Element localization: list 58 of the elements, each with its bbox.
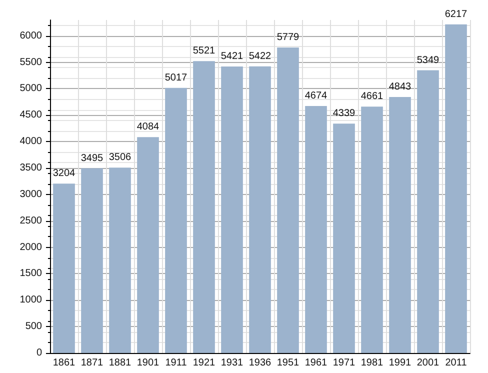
y-tick-label: 3500 xyxy=(20,162,42,174)
x-tick-label: 1901 xyxy=(136,358,160,368)
y-tick-label: 2000 xyxy=(20,242,42,253)
bar xyxy=(333,124,355,353)
data-label: 4843 xyxy=(388,82,412,93)
y-tick-label: 5000 xyxy=(20,83,42,94)
data-label: 3506 xyxy=(108,152,132,164)
x-tick-label: 2001 xyxy=(416,358,440,368)
bar xyxy=(249,66,271,353)
x-tick-label: 1981 xyxy=(360,358,384,368)
data-label: 5017 xyxy=(164,72,188,84)
y-tick-label: 3000 xyxy=(20,188,42,200)
y-tick-label: 0 xyxy=(36,348,42,358)
bar xyxy=(81,168,103,353)
bar xyxy=(361,106,383,353)
x-tick-label: 1931 xyxy=(220,358,244,368)
x-tick-label: 1881 xyxy=(108,358,132,368)
data-label: 6217 xyxy=(444,8,468,20)
data-label: 4661 xyxy=(360,91,384,102)
x-tick-label: 1991 xyxy=(388,358,412,368)
x-tick-label: 1911 xyxy=(165,358,188,368)
y-tick-label: 500 xyxy=(25,321,42,332)
x-tick-label: 1951 xyxy=(276,358,300,368)
bar xyxy=(277,48,299,353)
bar xyxy=(53,184,75,353)
x-tick-label: 1921 xyxy=(192,358,216,368)
bar xyxy=(305,106,327,353)
x-tick-label: 1871 xyxy=(80,358,104,368)
x-tick-label: 1936 xyxy=(248,358,272,368)
bar xyxy=(193,61,215,353)
data-label: 5421 xyxy=(220,50,244,62)
data-label: 5521 xyxy=(192,46,216,57)
bar xyxy=(221,66,243,353)
y-tick-label: 4000 xyxy=(20,136,42,148)
data-label: 5779 xyxy=(276,32,300,44)
data-label: 5422 xyxy=(248,50,272,62)
bar xyxy=(109,168,131,353)
y-tick-label: 1000 xyxy=(20,294,42,306)
x-tick-label: 1971 xyxy=(332,358,356,368)
data-label: 3495 xyxy=(80,152,104,164)
data-label: 4674 xyxy=(304,90,328,102)
x-tick-label: 1861 xyxy=(52,358,76,368)
y-tick-label: 4500 xyxy=(20,110,42,121)
bar xyxy=(417,70,439,353)
bar xyxy=(389,97,411,353)
data-label: 4084 xyxy=(136,122,160,133)
y-tick-label: 5500 xyxy=(20,56,42,68)
bar xyxy=(137,137,159,353)
y-tick-label: 6000 xyxy=(20,30,42,42)
y-tick-label: 1500 xyxy=(20,268,42,280)
data-label: 3204 xyxy=(52,168,76,180)
bar xyxy=(445,24,467,353)
x-tick-label: 1961 xyxy=(304,358,328,368)
y-tick-label: 2500 xyxy=(20,215,42,226)
bar xyxy=(165,88,187,353)
data-label: 5349 xyxy=(416,54,440,66)
data-label: 4339 xyxy=(332,108,356,120)
x-tick-label: 2011 xyxy=(445,358,468,368)
